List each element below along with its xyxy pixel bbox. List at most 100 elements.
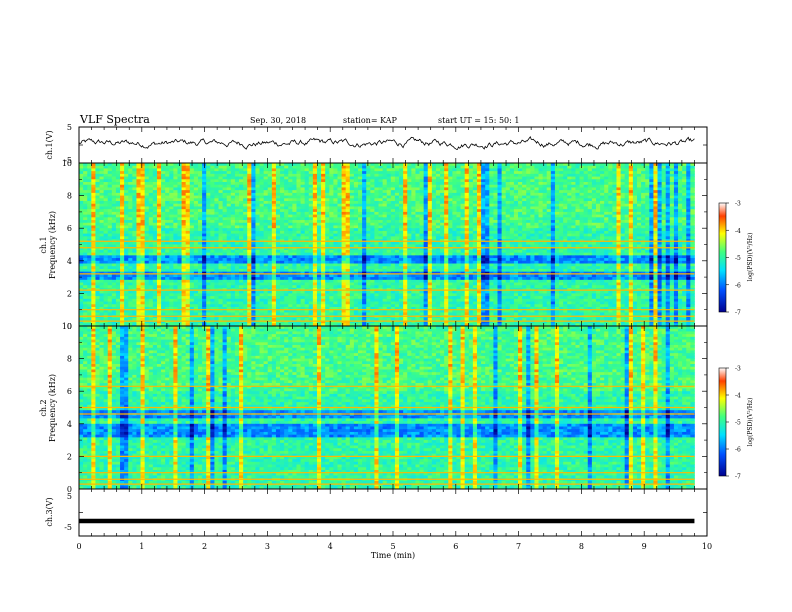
spectrogram-cell bbox=[509, 187, 515, 191]
spectrogram-cell bbox=[234, 201, 240, 205]
spectrogram-cell bbox=[468, 206, 474, 210]
spectrogram-cell bbox=[649, 209, 654, 213]
spectrogram-cell bbox=[563, 244, 568, 248]
spectrogram-cell bbox=[99, 203, 105, 207]
spectrogram-cell bbox=[673, 165, 679, 169]
spectrogram-cell bbox=[271, 195, 277, 199]
spectrogram-cell bbox=[624, 239, 630, 243]
spectrogram-cell bbox=[83, 244, 88, 248]
spectrogram-cell bbox=[193, 239, 199, 243]
spectrogram-cell bbox=[99, 201, 105, 205]
spectrogram-cell bbox=[653, 217, 658, 221]
spectrogram-cell bbox=[329, 241, 334, 245]
spectrogram-cell bbox=[284, 220, 289, 224]
spectrogram-cell bbox=[518, 176, 523, 180]
spectrogram-cell bbox=[267, 241, 273, 245]
spectrogram-cell bbox=[292, 222, 297, 226]
spectrogram-cell bbox=[505, 206, 511, 210]
spectrogram-cell bbox=[583, 222, 589, 226]
spectrogram-cell bbox=[226, 249, 232, 254]
spectrogram-cell bbox=[308, 168, 314, 172]
spectrogram-cell bbox=[403, 190, 408, 194]
spectrogram-cell bbox=[230, 249, 236, 254]
spectrogram-cell bbox=[653, 225, 658, 229]
spectrogram-cell bbox=[312, 173, 318, 177]
spectrogram-cell bbox=[382, 182, 388, 186]
spectrogram-cell bbox=[690, 187, 695, 191]
spectrogram-cell bbox=[493, 179, 498, 183]
spectrogram-cell bbox=[546, 233, 552, 237]
spectrogram-cell bbox=[321, 171, 326, 175]
spectrogram-cell bbox=[628, 187, 634, 191]
spectrogram-cell bbox=[431, 236, 437, 240]
spectrogram-cell bbox=[333, 163, 338, 167]
spectrogram-cell bbox=[604, 168, 609, 172]
spectrogram-cell bbox=[657, 179, 663, 183]
spectrogram-cell bbox=[243, 220, 248, 224]
spectrogram-cell bbox=[628, 211, 634, 216]
spectrogram-cell bbox=[230, 239, 236, 243]
spectrogram-cell bbox=[612, 165, 617, 169]
spectrogram-cell bbox=[493, 184, 498, 188]
spectrogram-cell bbox=[353, 192, 359, 196]
spectrogram-cell bbox=[202, 206, 207, 210]
spectrogram-cell bbox=[329, 179, 334, 183]
spectrogram-cell bbox=[288, 184, 293, 188]
spectrogram-cell bbox=[99, 249, 105, 254]
spectrogram-cell bbox=[419, 211, 425, 216]
spectrogram-cell bbox=[399, 222, 404, 226]
spectrogram-cell bbox=[107, 209, 113, 213]
spectrogram-cell bbox=[485, 228, 490, 232]
spectrogram-cell bbox=[280, 198, 285, 202]
spectrogram-cell bbox=[267, 198, 273, 202]
spectrogram-cell bbox=[87, 233, 92, 237]
spectrogram-cell bbox=[275, 214, 281, 218]
spectrogram-cell bbox=[624, 228, 630, 232]
spectrogram-cell bbox=[612, 247, 617, 251]
spectrogram-cell bbox=[612, 168, 617, 172]
spectrogram-cell bbox=[468, 214, 474, 218]
spectrogram-cell bbox=[189, 214, 195, 218]
spectrogram-cell bbox=[423, 165, 429, 169]
spectrogram-cell bbox=[230, 190, 236, 194]
spectrogram-cell bbox=[329, 203, 334, 207]
spectrogram-cell bbox=[292, 192, 297, 196]
spectrogram-cell bbox=[554, 239, 560, 243]
spectrogram-cell bbox=[169, 211, 174, 216]
spectrogram-cell bbox=[571, 182, 576, 186]
spectrogram-cell bbox=[411, 222, 416, 226]
spectrogram-cell bbox=[333, 233, 338, 237]
spectrogram-cell bbox=[645, 192, 650, 196]
spectrogram-cell bbox=[464, 214, 470, 218]
spectrogram-cell bbox=[79, 225, 84, 229]
spectrogram-cell bbox=[296, 198, 301, 202]
spectrogram-cell bbox=[132, 168, 137, 172]
spectrogram-cell bbox=[669, 222, 675, 226]
spectrogram-cell bbox=[214, 228, 219, 232]
spectrogram-cell bbox=[341, 165, 347, 169]
spectrogram-cell bbox=[522, 220, 527, 224]
spectrogram-cell bbox=[673, 190, 679, 194]
spectrogram-cell bbox=[612, 236, 617, 240]
spectrogram-cell bbox=[616, 184, 621, 188]
spectrogram-cell bbox=[587, 239, 593, 243]
spectrogram-cell bbox=[251, 168, 256, 172]
spectrogram-cell bbox=[546, 176, 552, 180]
spectrogram-cell bbox=[452, 214, 457, 218]
spectrogram-cell bbox=[362, 230, 367, 235]
spectrogram-cell bbox=[177, 198, 182, 202]
spectrogram-cell bbox=[390, 217, 396, 221]
spectrogram-cell bbox=[87, 168, 92, 172]
spectrogram-cell bbox=[259, 173, 265, 177]
spectrogram-cell bbox=[345, 222, 351, 226]
spectrogram-cell bbox=[378, 241, 384, 245]
spectrogram-cell bbox=[460, 214, 466, 218]
spectrogram-cell bbox=[620, 214, 626, 218]
spectrogram-cell bbox=[193, 228, 199, 232]
spectrogram-cell bbox=[476, 176, 482, 180]
spectrogram-cell bbox=[600, 241, 605, 245]
spectrogram-cell bbox=[284, 228, 289, 232]
spectrogram-cell bbox=[243, 239, 248, 243]
spectrogram-cell bbox=[259, 222, 265, 226]
spectrogram-cell bbox=[645, 190, 650, 194]
